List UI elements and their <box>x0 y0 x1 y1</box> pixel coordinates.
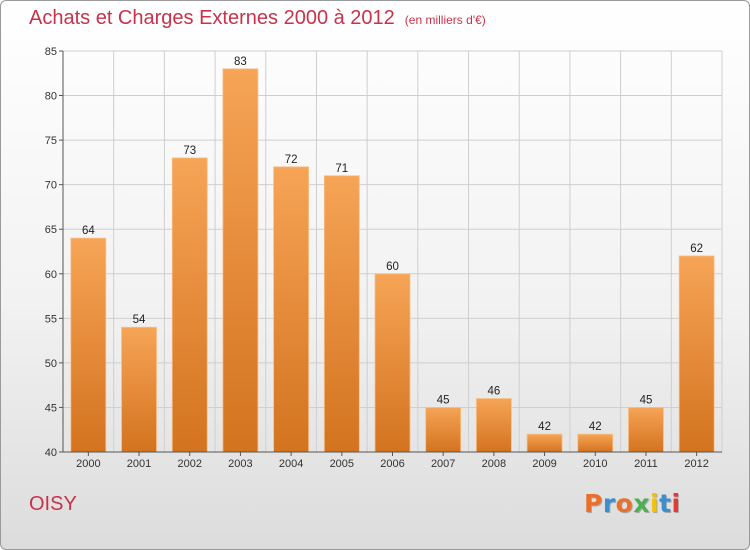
bar-2003 <box>222 68 259 453</box>
bar-2001 <box>121 326 157 453</box>
y-tick-label: 85 <box>45 46 57 58</box>
y-tick-label: 50 <box>45 358 57 370</box>
proxiti-logo[interactable]: Proxiti <box>584 489 681 518</box>
data-label-2012: 62 <box>690 243 703 255</box>
x-tick-label-2008: 2008 <box>482 458 506 470</box>
logo-letter: P <box>584 489 603 518</box>
y-tick-label: 75 <box>45 135 57 147</box>
y-tick-label: 65 <box>45 224 57 236</box>
x-tick-label-2001: 2001 <box>127 458 151 470</box>
x-tick-label-2000: 2000 <box>76 458 100 470</box>
data-label-2011: 45 <box>640 394 653 406</box>
y-tick-label: 70 <box>45 180 57 192</box>
x-tick-label-2002: 2002 <box>177 458 201 470</box>
x-tick-label-2004: 2004 <box>279 458 303 470</box>
bar-2010 <box>577 433 614 453</box>
bar-2012 <box>678 255 715 453</box>
x-tick-label-2006: 2006 <box>380 458 404 470</box>
bar-layer: 64 54 73 83 72 71 60 45 46 42 42 45 62 <box>70 56 715 453</box>
logo-letter: t <box>659 489 672 518</box>
data-label-2010: 42 <box>589 421 602 433</box>
y-tick-label: 40 <box>45 447 57 459</box>
bar-2008 <box>475 398 512 453</box>
x-tick-label-2005: 2005 <box>330 458 354 470</box>
bar-2004 <box>273 166 310 453</box>
chart-subtitle: (en milliers d'€) <box>404 13 486 27</box>
bar-2006 <box>374 273 411 453</box>
bar-2005 <box>323 175 360 453</box>
x-tick-label-2010: 2010 <box>583 458 607 470</box>
data-label-2007: 45 <box>437 394 450 406</box>
chart-title-line: Achats et Charges Externes 2000 à 2012 (e… <box>29 7 486 30</box>
bar-2009 <box>526 433 563 453</box>
data-label-2004: 72 <box>285 154 298 166</box>
y-tick-label: 60 <box>45 269 57 281</box>
data-label-2001: 54 <box>133 314 146 326</box>
x-tick-label-2011: 2011 <box>634 458 658 470</box>
x-tick-label-2012: 2012 <box>684 458 708 470</box>
logo-letter: i <box>650 489 660 518</box>
logo-letter: o <box>615 489 634 518</box>
logo-letter: i <box>671 489 681 518</box>
data-label-2002: 73 <box>183 145 196 157</box>
y-tick-label: 45 <box>45 402 57 414</box>
data-label-2008: 46 <box>487 386 500 398</box>
x-tick-label-2009: 2009 <box>532 458 556 470</box>
data-label-2009: 42 <box>538 421 551 433</box>
bar-2002 <box>171 157 208 453</box>
bar-2011 <box>628 407 664 453</box>
y-tick-label: 80 <box>45 91 57 103</box>
data-label-2000: 64 <box>82 225 95 237</box>
x-tick-label-2003: 2003 <box>228 458 252 470</box>
x-tick-label-2007: 2007 <box>431 458 455 470</box>
data-label-2006: 60 <box>386 261 399 273</box>
y-tick-label: 55 <box>45 313 57 325</box>
city-name: OISY <box>29 493 77 515</box>
bar-2007 <box>425 407 462 453</box>
chart-title: Achats et Charges Externes 2000 à 2012 <box>29 7 395 29</box>
logo-letter: r <box>602 489 616 518</box>
data-label-2005: 71 <box>335 163 348 175</box>
bar-2000 <box>70 237 107 453</box>
axis-layer: 40 45 50 55 60 65 70 75 80 85 2000 2001 2002 2003 2004… <box>45 46 722 470</box>
data-label-2003: 83 <box>234 56 247 68</box>
logo-letter: x <box>633 489 650 518</box>
